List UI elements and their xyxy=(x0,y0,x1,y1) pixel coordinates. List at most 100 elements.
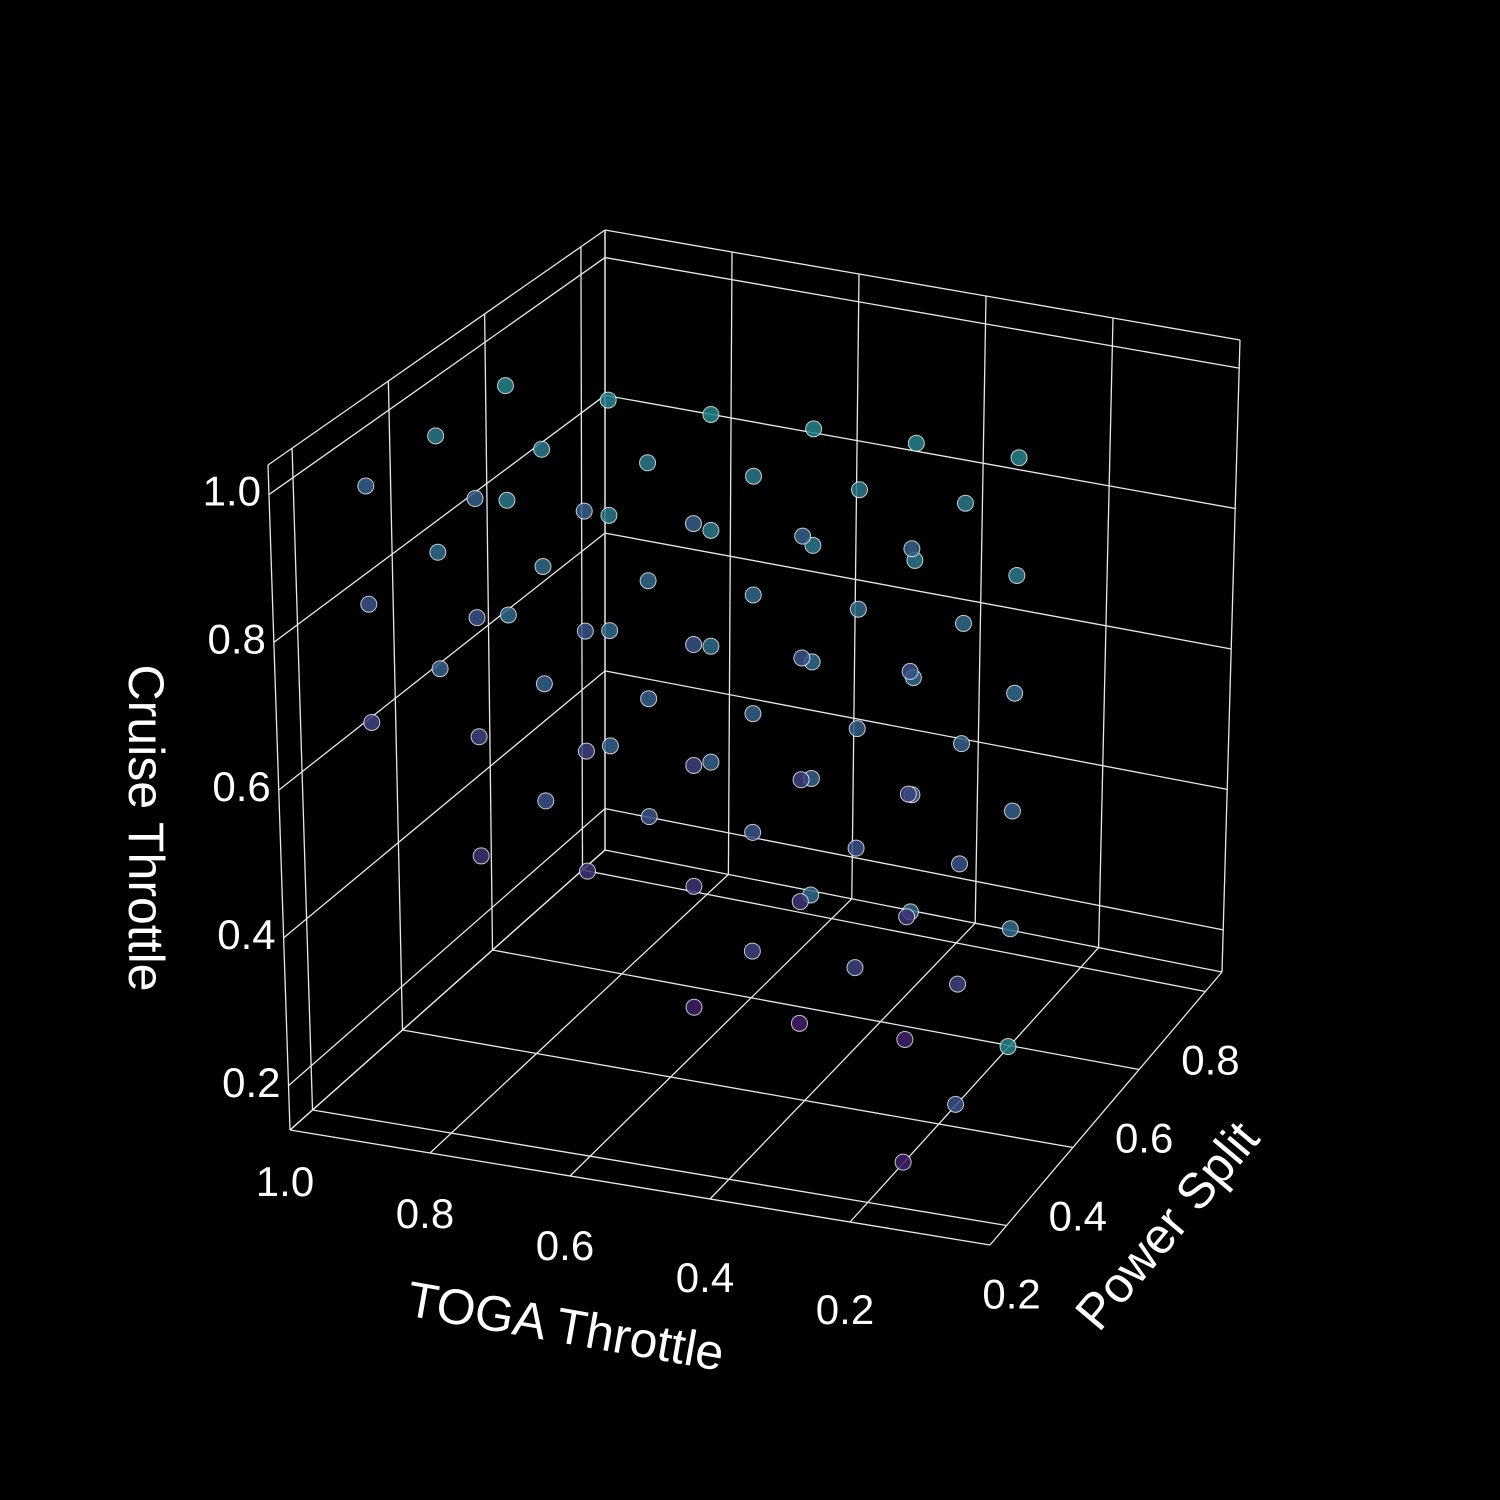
x-tick-label: 0.4 xyxy=(676,1254,734,1301)
point xyxy=(684,515,702,533)
point xyxy=(575,502,593,520)
x-tick-label: 1.0 xyxy=(256,1158,314,1205)
point xyxy=(951,855,969,873)
point xyxy=(601,622,619,640)
point xyxy=(1008,566,1026,584)
point xyxy=(847,839,865,857)
point xyxy=(499,606,517,624)
point xyxy=(533,440,551,458)
point xyxy=(702,753,720,771)
grid-line xyxy=(582,869,1206,993)
point xyxy=(639,454,657,472)
point xyxy=(898,908,916,926)
point xyxy=(640,808,658,826)
labels: 0.20.40.60.81.00.20.40.60.80.20.40.60.81… xyxy=(203,468,1240,1333)
grid-line xyxy=(849,947,1100,1223)
point xyxy=(851,481,869,499)
point xyxy=(429,543,447,561)
point xyxy=(360,595,378,613)
y-tick-label: 0.4 xyxy=(1049,1193,1107,1240)
z-tick-label: 0.8 xyxy=(207,615,265,662)
grid-line xyxy=(709,922,976,1200)
point xyxy=(792,771,810,789)
point xyxy=(848,720,866,738)
point xyxy=(999,1038,1017,1056)
point xyxy=(949,975,967,993)
pane-edge xyxy=(604,229,1241,341)
grid-line xyxy=(429,873,729,1154)
point xyxy=(1003,802,1021,820)
grid-line xyxy=(291,448,314,1111)
point xyxy=(805,420,823,438)
grid-line xyxy=(851,273,860,899)
grid-line xyxy=(604,532,1232,650)
grid-line xyxy=(604,394,1236,510)
point xyxy=(685,636,703,654)
point xyxy=(472,847,490,865)
point xyxy=(357,477,375,495)
point xyxy=(431,660,449,678)
pane-edge xyxy=(989,971,1223,1246)
x-tick-label: 0.2 xyxy=(816,1286,874,1333)
point xyxy=(953,735,971,753)
z-tick-label: 0.2 xyxy=(222,1059,280,1106)
x-tick-label: 0.8 xyxy=(396,1190,454,1237)
point xyxy=(640,690,658,708)
point xyxy=(579,862,597,880)
pane-edge xyxy=(1221,339,1241,973)
grid-line xyxy=(288,808,606,1087)
point xyxy=(1001,920,1019,938)
grid-line xyxy=(283,670,606,939)
point xyxy=(685,756,703,774)
point xyxy=(600,506,618,524)
grid-line xyxy=(402,1029,1073,1149)
point xyxy=(470,728,488,746)
points xyxy=(357,377,1028,1171)
grid-line xyxy=(604,808,1224,931)
point xyxy=(794,527,812,545)
point xyxy=(599,391,617,409)
point xyxy=(466,490,484,508)
x-tick-label: 0.6 xyxy=(536,1222,594,1269)
point xyxy=(702,405,720,423)
point xyxy=(956,494,974,512)
point xyxy=(901,662,919,680)
point xyxy=(744,823,762,841)
point xyxy=(498,491,516,509)
point xyxy=(427,427,445,445)
z-tick-label: 0.6 xyxy=(212,763,270,810)
point xyxy=(534,558,552,575)
grid-line xyxy=(289,849,606,1131)
point xyxy=(743,942,761,960)
point xyxy=(744,586,762,604)
grid-line xyxy=(604,670,1228,791)
y-tick-label: 0.2 xyxy=(982,1271,1040,1318)
grid-line xyxy=(273,394,606,643)
grid-line xyxy=(492,949,1140,1071)
grid-line xyxy=(974,295,987,924)
grid-line xyxy=(604,256,1240,369)
point xyxy=(685,877,703,895)
grid-line xyxy=(580,246,584,871)
point xyxy=(954,614,972,632)
point xyxy=(896,1030,914,1048)
point xyxy=(907,434,925,452)
point xyxy=(577,742,595,760)
point xyxy=(790,1014,808,1032)
z-tick-label: 0.4 xyxy=(217,911,275,958)
grid-line xyxy=(312,1109,1007,1227)
point xyxy=(363,713,381,731)
grid-line xyxy=(268,257,606,496)
point xyxy=(702,637,720,655)
grid-line xyxy=(387,381,404,1031)
point xyxy=(849,600,867,618)
pane-edge xyxy=(289,1129,991,1246)
point xyxy=(468,609,486,627)
point xyxy=(496,377,514,395)
point xyxy=(537,792,555,810)
pane-edge xyxy=(267,229,606,466)
grid xyxy=(267,229,1241,1246)
point xyxy=(744,705,762,723)
y-tick-label: 0.8 xyxy=(1181,1037,1239,1084)
